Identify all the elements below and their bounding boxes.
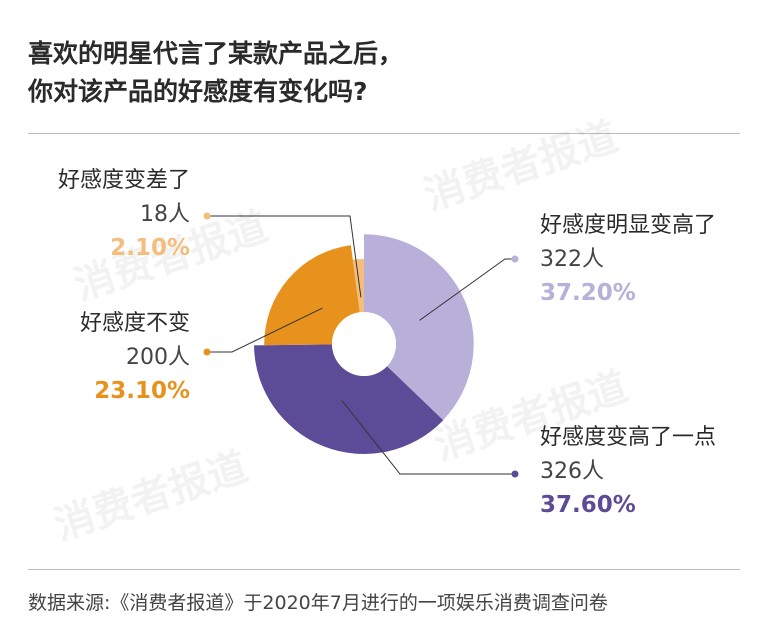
slice-2: [264, 245, 360, 346]
donut-hole: [332, 312, 396, 376]
slice-0: [364, 234, 474, 421]
slice-count-3: 18人: [140, 202, 190, 227]
slice-count-1: 326人: [540, 459, 604, 484]
slice-3: [352, 259, 364, 313]
slice-layer: [254, 234, 474, 454]
slice-label-3: 好感度变差了: [58, 168, 190, 193]
leader-line-2: [207, 307, 323, 353]
slice-label-0: 好感度明显变高了: [540, 213, 716, 238]
leader-dot-0: [511, 255, 519, 263]
leader-line-1: [341, 399, 515, 475]
leader-dot-3: [203, 212, 211, 220]
chart-title-line-1: 喜欢的明星代言了某款产品之后，: [28, 39, 404, 68]
data-source-note: 数据来源:《消费者报道》于2020年7月进行的一项娱乐消费调查问卷: [28, 592, 608, 614]
slice-count-0: 322人: [540, 247, 604, 272]
label-layer: 好感度明显变高了 322人 37.20% 好感度变高了一点 326人 37.60% 好感度不…: [58, 168, 716, 518]
watermark-2: 消费者报道: [49, 444, 253, 550]
slice-1: [254, 344, 444, 454]
leader-layer: [203, 212, 519, 478]
leader-dot-1: [511, 470, 519, 478]
slice-label-1: 好感度变高了一点: [540, 425, 716, 450]
slice-percent-3: 2.10%: [110, 235, 190, 261]
slice-percent-0: 37.20%: [540, 280, 636, 306]
leader-line-3: [207, 215, 362, 298]
slice-label-2: 好感度不变: [80, 311, 190, 336]
chart-title-line-2: 你对该产品的好感度有变化吗?: [28, 77, 368, 106]
leader-dot-2: [203, 348, 211, 356]
watermark-1: 消费者报道: [419, 114, 623, 220]
slice-percent-2: 23.10%: [94, 378, 190, 404]
bottom-divider: [28, 569, 740, 570]
top-divider: [28, 133, 740, 134]
slice-count-2: 200人: [126, 345, 190, 370]
slice-percent-1: 37.60%: [540, 492, 636, 518]
